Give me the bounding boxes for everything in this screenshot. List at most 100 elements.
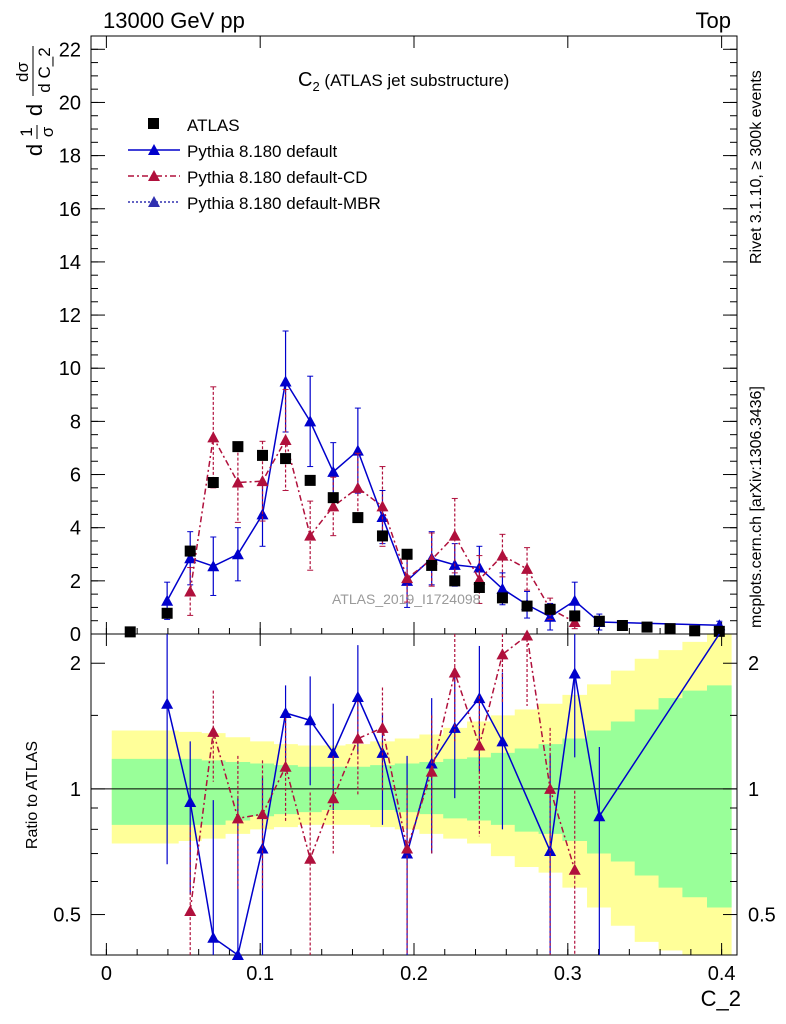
data-point bbox=[496, 582, 509, 594]
atlas-data-point bbox=[593, 615, 605, 627]
data-point bbox=[207, 560, 220, 572]
ratio-tick-label-left: 0.5 bbox=[53, 905, 81, 927]
atlas-data-point bbox=[544, 603, 556, 615]
ratio-point bbox=[593, 810, 606, 822]
y-tick-label: 16 bbox=[59, 199, 81, 221]
ratio-point bbox=[351, 732, 364, 744]
ratio-point bbox=[207, 725, 220, 737]
ratio-point bbox=[401, 842, 414, 854]
x-tick-label: 0.1 bbox=[246, 963, 274, 985]
legend-marker bbox=[148, 144, 160, 155]
ratio-point bbox=[279, 706, 292, 718]
data-point bbox=[376, 500, 389, 512]
y-label-one: 1 bbox=[17, 127, 36, 136]
y-label-dc2: d C_2 bbox=[35, 47, 54, 92]
series-line bbox=[166, 379, 720, 626]
series-layer bbox=[124, 330, 726, 960]
data-point bbox=[184, 585, 197, 597]
ratio-tick-label-left: 2 bbox=[70, 653, 81, 675]
ratio-series-pythia-8-180-default-cd bbox=[184, 629, 581, 955]
data-point bbox=[351, 481, 364, 493]
y-tick-label: 8 bbox=[70, 411, 81, 433]
atlas-data-point bbox=[376, 530, 388, 542]
data-point bbox=[568, 616, 581, 628]
x-tick-label: 0 bbox=[101, 963, 112, 985]
atlas-data-point bbox=[207, 477, 219, 489]
y-label-d: d bbox=[22, 144, 47, 156]
legend-marker bbox=[148, 196, 160, 207]
data-point bbox=[279, 375, 292, 387]
y-label-dsigma: dσ bbox=[13, 62, 32, 82]
atlas-data-point bbox=[689, 625, 701, 637]
data-point bbox=[327, 500, 340, 512]
atlas-data-point bbox=[280, 453, 292, 465]
y-tick-label: 22 bbox=[59, 39, 81, 61]
y-tick-label: 2 bbox=[70, 571, 81, 593]
y-tick-label: 4 bbox=[70, 518, 81, 540]
ratio-point bbox=[568, 863, 581, 875]
plot-title: C2 (ATLAS jet substructure) bbox=[298, 69, 509, 94]
data-point bbox=[496, 549, 509, 561]
legend: ATLAS Pythia 8.180 default Pythia 8.180 de… bbox=[128, 116, 381, 213]
ratio-point bbox=[473, 739, 486, 751]
atlas-data-point bbox=[256, 449, 268, 461]
atlas-data-point bbox=[641, 621, 653, 633]
data-point bbox=[304, 529, 317, 541]
ratio-point bbox=[496, 648, 509, 660]
data-point bbox=[184, 552, 197, 564]
y-tick-label: 18 bbox=[59, 146, 81, 168]
atlas-data-point bbox=[713, 625, 725, 637]
y-tick-label: 0 bbox=[70, 624, 81, 646]
atlas-data-point bbox=[327, 492, 339, 504]
atlas-data-point bbox=[232, 441, 244, 453]
atlas-data-point bbox=[304, 474, 316, 486]
watermark-text: ATLAS_2019_I1724098 bbox=[332, 591, 481, 607]
data-point bbox=[568, 594, 581, 606]
y-axis-label: d 1 σd dσ d C_2 bbox=[13, 46, 57, 156]
ratio-point bbox=[279, 760, 292, 772]
ratio-y-axis-label: Ratio to ATLAS bbox=[24, 741, 41, 849]
x-axis-label: C_2 bbox=[701, 986, 741, 1011]
series-pythia-8-180-default bbox=[161, 330, 726, 631]
ratio-point bbox=[256, 808, 269, 820]
legend-marker bbox=[148, 170, 160, 181]
y-label-sigma: σ bbox=[38, 126, 57, 137]
ratio-band-inner bbox=[111, 685, 732, 908]
atlas-data-point bbox=[496, 592, 508, 604]
header-right-text: Top bbox=[696, 8, 731, 33]
y-tick-label: 20 bbox=[59, 92, 81, 114]
ratio-point bbox=[327, 792, 340, 804]
atlas-data-point bbox=[473, 581, 485, 593]
series-atlas bbox=[124, 441, 725, 638]
ratio-point bbox=[521, 629, 534, 641]
data-point bbox=[401, 572, 414, 584]
ratio-tick-label-right: 2 bbox=[748, 653, 759, 675]
rivet-version-text: Rivet 3.1.10, ≥ 300k events bbox=[748, 70, 765, 264]
data-point bbox=[256, 475, 269, 487]
ratio-point bbox=[448, 721, 461, 733]
axes bbox=[90, 35, 738, 956]
ratio-point bbox=[327, 746, 340, 758]
y-tick-label: 14 bbox=[59, 252, 81, 274]
atlas-data-point bbox=[124, 626, 136, 638]
atlas-data-point bbox=[352, 512, 364, 524]
atlas-data-point bbox=[449, 575, 461, 587]
atlas-data-point bbox=[664, 623, 676, 635]
y-label-d2: d bbox=[22, 104, 47, 116]
legend-label: ATLAS bbox=[187, 116, 240, 135]
ratio-point bbox=[425, 765, 438, 777]
mcplots-source-text: mcplots.cern.ch [arXiv:1306.3436] bbox=[748, 386, 765, 628]
ratio-point bbox=[496, 735, 509, 747]
data-point bbox=[231, 476, 244, 488]
y-tick-label: 10 bbox=[59, 358, 81, 380]
ratio-point bbox=[231, 949, 244, 960]
y-tick-label: 6 bbox=[70, 465, 81, 487]
data-point bbox=[279, 433, 292, 445]
ratio-point bbox=[304, 852, 317, 864]
ratio-point bbox=[184, 904, 197, 916]
atlas-data-point bbox=[426, 559, 438, 571]
atlas-data-point bbox=[521, 600, 533, 612]
data-point bbox=[304, 415, 317, 427]
